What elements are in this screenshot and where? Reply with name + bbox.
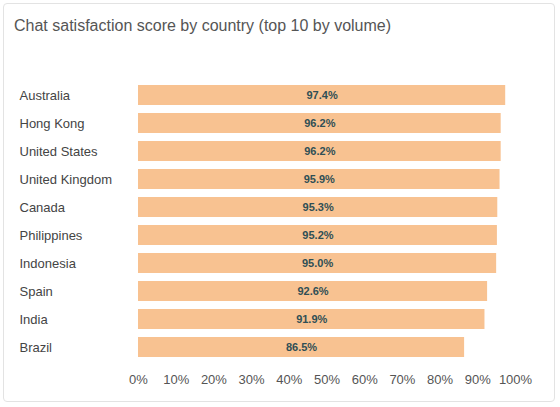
svg-text:91.9%: 91.9% [296,313,327,325]
html-text:Chat satisfaction score by cou: Chat satisfaction score by country (top … [14,17,392,34]
svg-text:97.4%: 97.4% [306,89,337,101]
svg-text:86.5%: 86.5% [286,341,317,353]
svg-text:96.2%: 96.2% [304,145,335,157]
svg-text:92.6%: 92.6% [297,285,328,297]
svg-text:United Kingdom: United Kingdom [20,172,113,187]
svg-text:95.3%: 95.3% [303,201,334,213]
svg-text:95.9%: 95.9% [304,173,335,185]
svg-text:Spain: Spain [20,284,53,299]
svg-text:95.2%: 95.2% [302,229,333,241]
svg-text:0%: 0% [129,372,148,387]
svg-text:Philippines: Philippines [20,228,83,243]
svg-text:20%: 20% [201,372,227,387]
svg-text:100%: 100% [499,372,533,387]
svg-text:95.0%: 95.0% [302,257,333,269]
svg-text:96.2%: 96.2% [304,117,335,129]
svg-text:10%: 10% [163,372,189,387]
svg-text:60%: 60% [352,372,378,387]
svg-text:Australia: Australia [20,88,71,103]
svg-text:Indonesia: Indonesia [20,256,77,271]
svg-text:70%: 70% [389,372,415,387]
svg-text:Hong Kong: Hong Kong [20,116,85,131]
svg-text:50%: 50% [314,372,340,387]
svg-text:India: India [20,312,49,327]
svg-text:Canada: Canada [20,200,66,215]
svg-text:90%: 90% [465,372,491,387]
svg-text:40%: 40% [276,372,302,387]
svg-text:30%: 30% [239,372,265,387]
svg-text:Brazil: Brazil [20,340,53,355]
svg-text:80%: 80% [427,372,453,387]
svg-text:United States: United States [20,144,99,159]
